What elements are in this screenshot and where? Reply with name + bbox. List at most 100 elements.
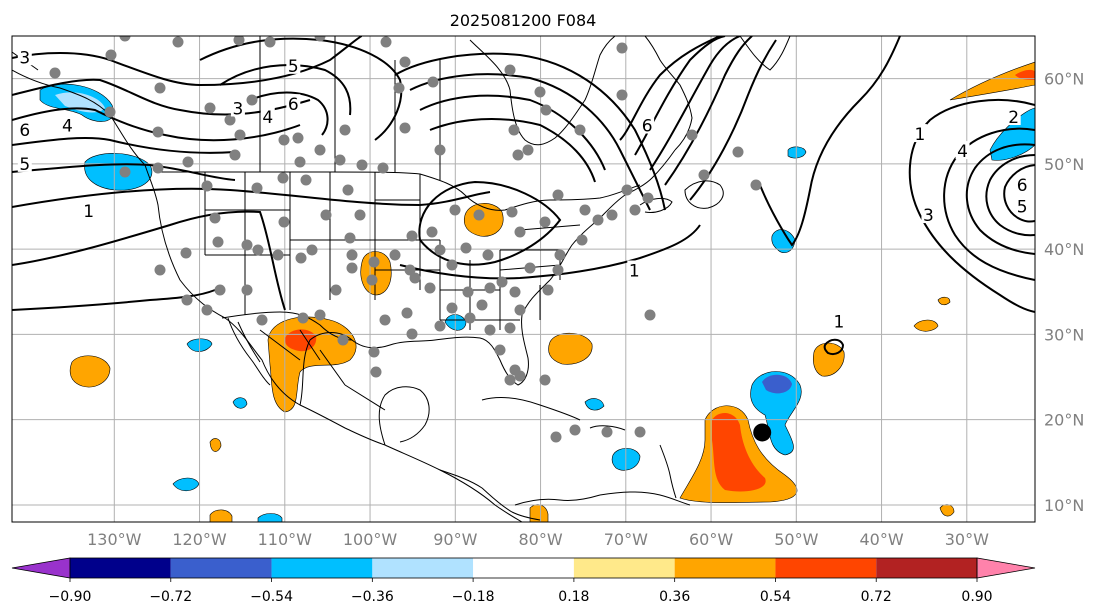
shade-small-orange-6 <box>529 504 549 522</box>
station-dot <box>514 304 526 316</box>
station-dot <box>264 36 276 48</box>
contour-label: 3 <box>923 206 934 226</box>
contour-north-pacific-1 <box>12 187 491 208</box>
contour-label: 3 <box>232 99 243 119</box>
contour-low-pacific-nw-1 <box>12 36 363 87</box>
station-dot <box>404 264 416 276</box>
station-dot <box>368 346 380 358</box>
colorbar-tick-label: −0.18 <box>452 589 495 605</box>
station-dot <box>212 236 224 248</box>
station-dot <box>366 274 378 286</box>
station-dot <box>406 230 418 242</box>
colorbar-segment <box>70 558 171 578</box>
station-dot <box>370 366 382 378</box>
colorbar-segment <box>775 558 877 578</box>
contour-label: 1 <box>83 202 94 222</box>
station-dot <box>462 286 474 298</box>
station-dot <box>379 314 391 326</box>
station-dot <box>92 25 103 36</box>
station-dot <box>300 174 312 186</box>
colorbar-tick-label: 0.72 <box>861 589 892 605</box>
contour-label: 6 <box>1017 176 1028 196</box>
lat-lon-grid <box>12 36 1035 522</box>
station-dot <box>246 94 258 106</box>
station-dot <box>204 102 216 114</box>
lat-tick-label: 30°N <box>1044 325 1084 344</box>
contour-low-hudson-2 <box>409 73 651 211</box>
station-dot <box>569 424 581 436</box>
shade-atlantic-orange-2 <box>812 342 845 377</box>
station-dot <box>119 166 131 178</box>
contour-label-bg <box>230 98 245 117</box>
lon-tick-label: 100°W <box>343 530 398 549</box>
lat-tick-label: 20°N <box>1044 411 1084 430</box>
colorbar-outline <box>69 557 978 579</box>
contour-east-atlantic-low-1 <box>908 99 1035 313</box>
colorbar-tick-label: 0.18 <box>558 589 589 605</box>
station-dot <box>574 124 586 136</box>
station-dot <box>354 209 366 221</box>
station-dot <box>506 206 518 218</box>
shade-small-orange-2 <box>937 296 951 306</box>
lon-tick-label: 90°W <box>433 530 477 549</box>
station-dot <box>634 426 646 438</box>
station-dot <box>550 431 562 443</box>
contour-north-pacific-3 <box>12 289 216 311</box>
lat-tick-label: 50°N <box>1044 155 1084 174</box>
station-dot <box>401 307 413 319</box>
station-dot <box>234 129 246 141</box>
station-dot <box>105 49 117 61</box>
station-dot <box>49 67 61 79</box>
station-dot <box>214 284 226 296</box>
station-dot <box>334 154 346 166</box>
station-dot <box>180 247 192 259</box>
colorbar-segment <box>573 558 675 578</box>
station-dot <box>576 234 588 246</box>
shade-east-atlantic-blue <box>989 107 1035 161</box>
station-dot <box>539 216 551 228</box>
station-dot <box>295 252 307 264</box>
station-dot <box>294 156 306 168</box>
station-dot <box>449 204 461 216</box>
station-dot <box>629 204 641 216</box>
contour-label: 1 <box>629 261 640 281</box>
shade-small-orange-4 <box>209 509 233 522</box>
station-dots <box>49 25 762 443</box>
contour-low-hudson-1 <box>394 52 666 211</box>
contour-canada-ridge-3 <box>249 91 329 136</box>
contour-trough-west-atlantic-4 <box>664 36 753 186</box>
station-dot <box>346 262 358 274</box>
colorbar-segment <box>271 558 373 578</box>
station-dot <box>522 144 534 156</box>
lat-tick-label: 40°N <box>1044 240 1084 259</box>
station-dot <box>104 106 116 118</box>
lon-tick-label: 70°W <box>604 530 648 549</box>
contour-label-bg <box>81 200 96 219</box>
station-dot <box>644 309 656 321</box>
station-dot <box>172 36 184 48</box>
contour-great-lakes-loop <box>418 180 562 266</box>
colorbar-extend-high <box>976 557 1036 579</box>
coastline-pacific-north-america <box>12 69 523 522</box>
coastline-hispaniola <box>589 425 626 431</box>
shade-labrador-sea-blue <box>787 146 807 159</box>
contour-label-bg <box>831 311 846 330</box>
station-dot <box>534 86 546 98</box>
colorbar-extend-low <box>11 557 71 579</box>
contour-low-pacific-nw-4 <box>12 136 236 154</box>
shade-east-atlantic-orange <box>949 61 1035 101</box>
station-dot <box>496 276 508 288</box>
colorbar-segment <box>372 558 474 578</box>
contour-canada-ridge-2 <box>219 64 352 116</box>
station-dot <box>380 36 392 48</box>
mexico-state-borders <box>259 329 386 411</box>
contour-east-atlantic-low-4 <box>985 154 1035 237</box>
coastline-lesser-antilles <box>659 444 677 499</box>
station-dot <box>698 169 710 181</box>
station-dot <box>356 159 368 171</box>
lon-tick-label: 120°W <box>172 530 227 549</box>
station-dot <box>524 262 536 274</box>
contour-label-bg <box>286 94 301 113</box>
border-us-canada <box>157 171 641 211</box>
